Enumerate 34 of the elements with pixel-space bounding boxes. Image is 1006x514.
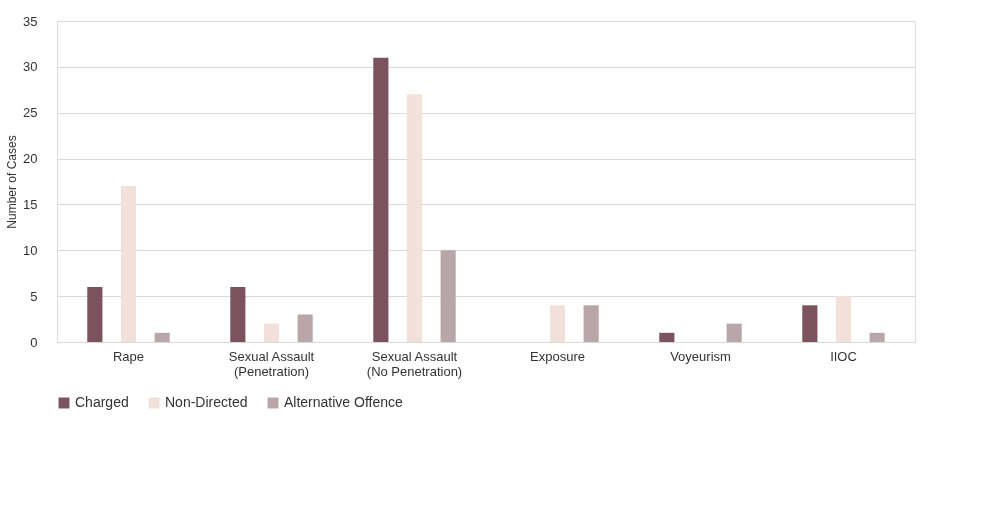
bar xyxy=(802,305,818,342)
x-tick-label: Sexual Assault (No Penetration) xyxy=(366,348,463,379)
x-tick-label: Sexual Assault (Penetration) xyxy=(228,348,315,379)
x-tick-label: IIOC xyxy=(830,348,857,364)
legend-label: Charged xyxy=(75,394,129,410)
bar xyxy=(154,332,170,342)
x-tick-label: Exposure xyxy=(530,348,585,364)
y-tick-label: 35 xyxy=(23,13,38,29)
bar xyxy=(263,323,280,342)
legend-label: Alternative Offence xyxy=(284,394,404,410)
bar xyxy=(406,94,423,342)
x-tick-label: Voyeurism xyxy=(670,348,731,364)
legend-label: Non-Directed xyxy=(165,394,248,410)
bar xyxy=(230,286,246,342)
bar xyxy=(297,314,313,342)
bar xyxy=(87,286,103,342)
y-tick-label: 10 xyxy=(23,242,38,258)
bar xyxy=(869,332,885,342)
y-tick-label: 30 xyxy=(23,59,38,75)
y-tick-label: 5 xyxy=(30,288,38,304)
bar xyxy=(373,57,389,342)
bar xyxy=(583,305,599,342)
bar xyxy=(726,323,742,342)
bar xyxy=(549,305,566,342)
bar xyxy=(440,250,456,342)
y-tick-label: 0 xyxy=(30,334,38,350)
y-axis-title: Number of Cases xyxy=(5,135,20,229)
y-tick-label: 15 xyxy=(23,196,38,212)
y-tick-label: 25 xyxy=(23,105,38,121)
x-tick-label: Rape xyxy=(112,348,145,364)
bar xyxy=(120,186,137,342)
bar xyxy=(835,296,852,342)
bar xyxy=(659,332,675,342)
y-tick-label: 20 xyxy=(23,151,38,167)
